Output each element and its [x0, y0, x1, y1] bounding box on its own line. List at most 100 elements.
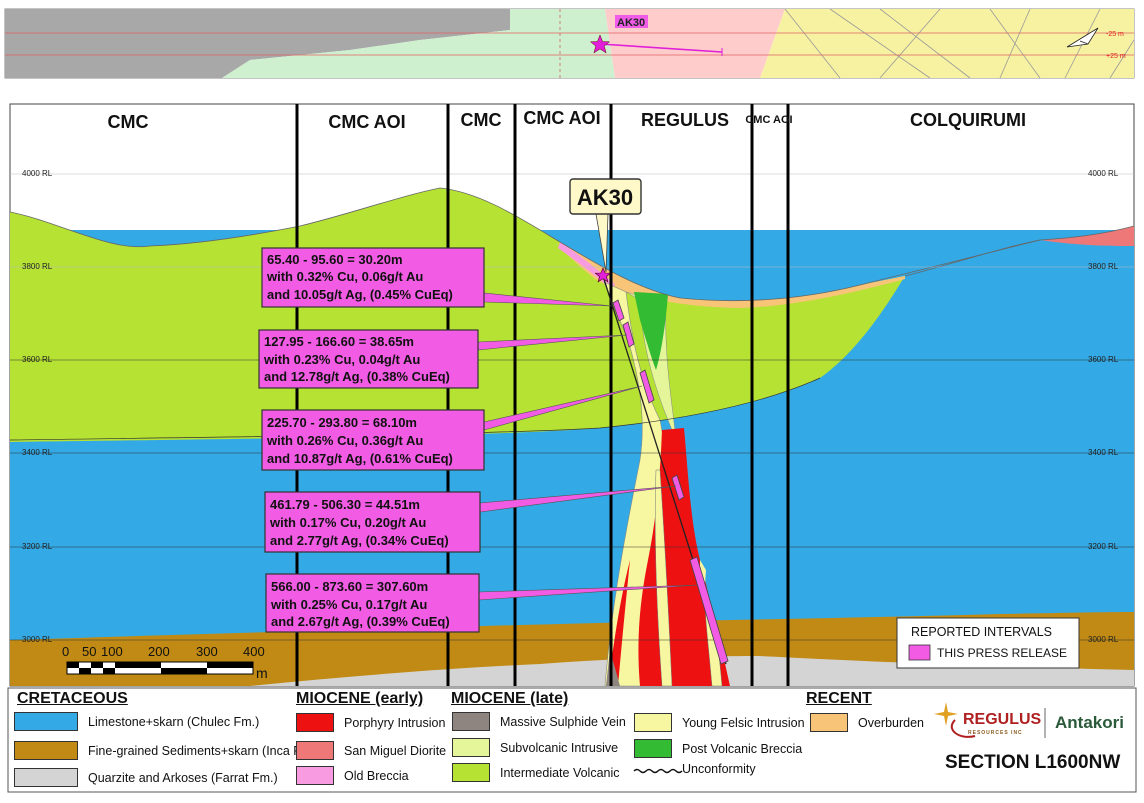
san-miguel-swatch [296, 741, 334, 760]
interval-1-line2: with 0.32% Cu, 0.06g/t Au [266, 269, 423, 284]
legend-item-fine-sediments: Fine-grained Sediments+skarn (Inca Fm.) [14, 741, 319, 760]
reported-intervals-inset: REPORTED INTERVALS THIS PRESS RELEASE [896, 617, 1080, 669]
svg-text:3600 RL: 3600 RL [1088, 355, 1119, 364]
reported-intercepts [612, 299, 729, 665]
legend-item-limestone: Limestone+skarn (Chulec Fm.) [14, 712, 259, 731]
svg-text:3400 RL: 3400 RL [22, 448, 53, 457]
interval-2-line3: and 12.78g/t Ag, (0.38% CuEq) [264, 369, 450, 384]
callout-leaders [477, 292, 699, 601]
zone-label: CMC AOI [328, 112, 405, 132]
interval-4-line3: and 2.77g/t Ag, (0.34% CuEq) [270, 533, 449, 548]
cross-section [10, 104, 1134, 686]
interval-2-line1: 127.95 - 166.60 = 38.65m [264, 334, 414, 349]
san-miguel-diorite-unit [1040, 226, 1134, 246]
post-volcanic-breccia-swatch [634, 739, 672, 758]
intermediate-volcanic-swatch [452, 763, 490, 782]
svg-text:3800 RL: 3800 RL [1088, 262, 1119, 271]
plan-breccia-area [605, 9, 785, 78]
overburden-unit [560, 242, 905, 308]
legend-item-overburden: Overburden [810, 713, 924, 732]
old-breccia-swatch [296, 766, 334, 785]
legend-miocene-late-title: MIOCENE (late) [451, 690, 569, 707]
inset-item: THIS PRESS RELEASE [937, 646, 1067, 660]
legend-item-unconformity: Unconformity [682, 762, 756, 776]
legend-item-post-volcanic-breccia: Post Volcanic Breccia [634, 739, 802, 758]
legend-item-massive-sulphide: Massive Sulphide Vein [452, 712, 626, 731]
porphyry-swatch [296, 713, 334, 732]
section-title: SECTION L1600NW [945, 752, 1121, 773]
north-arrow-icon [1066, 27, 1099, 48]
legend-item-intermediate-volcanic: Intermediate Volcanic [452, 763, 620, 782]
plan-limestone-area [5, 9, 510, 78]
legend-cretaceous-title: CRETACEOUS [17, 690, 128, 707]
subvolcanic-swatch [452, 738, 490, 757]
zone-label: CMC AOI [745, 114, 792, 126]
interval-5-line2: with 0.25% Cu, 0.17g/t Au [270, 597, 427, 612]
rl-labels-right: 4000 RL 3800 RL 3600 RL 3400 RL 3200 RL … [1088, 169, 1119, 644]
plan-depth-label-top: -25 m [1106, 31, 1124, 38]
massive-sulphide-swatch [452, 712, 490, 731]
rl-labels-left: 4000 RL 3800 RL 3600 RL 3400 RL 3200 RL … [22, 169, 53, 644]
zone-labels: CMC CMC AOI CMC CMC AOI REGULUS COLQUIRU… [108, 108, 1027, 132]
legend-item-old-breccia: Old Breccia [296, 766, 409, 785]
zone-label: CMC [108, 112, 149, 132]
plan-diorite-area [760, 9, 1134, 78]
plan-view: AK30 -25 m +25 m [4, 8, 1135, 79]
svg-text:3000 RL: 3000 RL [1088, 635, 1119, 644]
svg-text:4000 RL: 4000 RL [22, 169, 53, 178]
drillhole-callout [569, 178, 642, 215]
legend-miocene-early-title: MIOCENE (early) [296, 690, 424, 707]
interval-2-line2: with 0.23% Cu, 0.04g/t Au [263, 352, 420, 367]
plan-depth-label-bottom: +25 m [1106, 53, 1126, 60]
svg-text:3200 RL: 3200 RL [1088, 542, 1119, 551]
legend-item-young-felsic: Young Felsic Intrusion [634, 713, 805, 732]
interval-3-line1: 225.70 - 293.80 = 68.10m [267, 415, 417, 430]
regulus-logo-icon [934, 702, 976, 738]
svg-text:100: 100 [101, 644, 123, 659]
overburden-swatch [810, 713, 848, 732]
collar-star-icon [594, 267, 612, 283]
scale-bar: 0 50 100 200 300 400 m [62, 644, 268, 681]
interval-3-line2: with 0.26% Cu, 0.36g/t Au [266, 433, 423, 448]
zone-label: CMC AOI [523, 108, 600, 128]
svg-text:3800 RL: 3800 RL [22, 262, 53, 271]
young-felsic-swatch [634, 713, 672, 732]
antakori-logo-text: Antakori [1055, 713, 1124, 732]
interval-5-line3: and 2.67g/t Ag, (0.39% CuEq) [271, 614, 450, 629]
interval-3-line3: and 10.87g/t Ag, (0.61% CuEq) [267, 451, 453, 466]
interval-1-line1: 65.40 - 95.60 = 30.20m [267, 252, 403, 267]
legend-item-porphyry: Porphyry Intrusion [296, 713, 445, 732]
svg-text:m: m [256, 665, 268, 681]
zone-label: COLQUIRUMI [910, 110, 1026, 130]
limestone-swatch [14, 712, 78, 731]
svg-text:50: 50 [82, 644, 96, 659]
fine-sediments-swatch [14, 741, 78, 760]
legend-item-quartzite: Quarzite and Arkoses (Farrat Fm.) [14, 768, 278, 787]
plan-collar-star-icon [589, 34, 611, 54]
legend-recent-title: RECENT [806, 690, 872, 707]
inset-title: REPORTED INTERVALS [911, 625, 1052, 639]
unconformity-line-icon [633, 768, 683, 774]
svg-text:400: 400 [243, 644, 265, 659]
svg-text:300: 300 [196, 644, 218, 659]
regulus-logo-text: REGULUS [963, 711, 1042, 728]
svg-text:3600 RL: 3600 RL [22, 355, 53, 364]
svg-text:200: 200 [148, 644, 170, 659]
intermediate-volcanic-unit [10, 188, 905, 442]
plan-drillhole-trace [599, 43, 723, 53]
legend-item-san-miguel: San Miguel Diorite [296, 741, 446, 760]
plan-volcanic-area [222, 9, 615, 78]
svg-text:4000 RL: 4000 RL [1088, 169, 1119, 178]
zone-label: REGULUS [641, 110, 729, 130]
drillhole-callout-label: AK30 [577, 185, 633, 210]
zone-label: CMC [461, 110, 502, 130]
plan-drillhole-label: AK30 [617, 17, 645, 29]
post-volcanic-breccia-unit [634, 292, 668, 370]
interval-4-line2: with 0.17% Cu, 0.20g/t Au [269, 515, 426, 530]
interval-5-line1: 566.00 - 873.60 = 307.60m [271, 579, 428, 594]
interval-4-line1: 461.79 - 506.30 = 44.51m [270, 497, 420, 512]
interval-1-line3: and 10.05g/t Ag, (0.45% CuEq) [267, 287, 453, 302]
svg-text:3400 RL: 3400 RL [1088, 448, 1119, 457]
